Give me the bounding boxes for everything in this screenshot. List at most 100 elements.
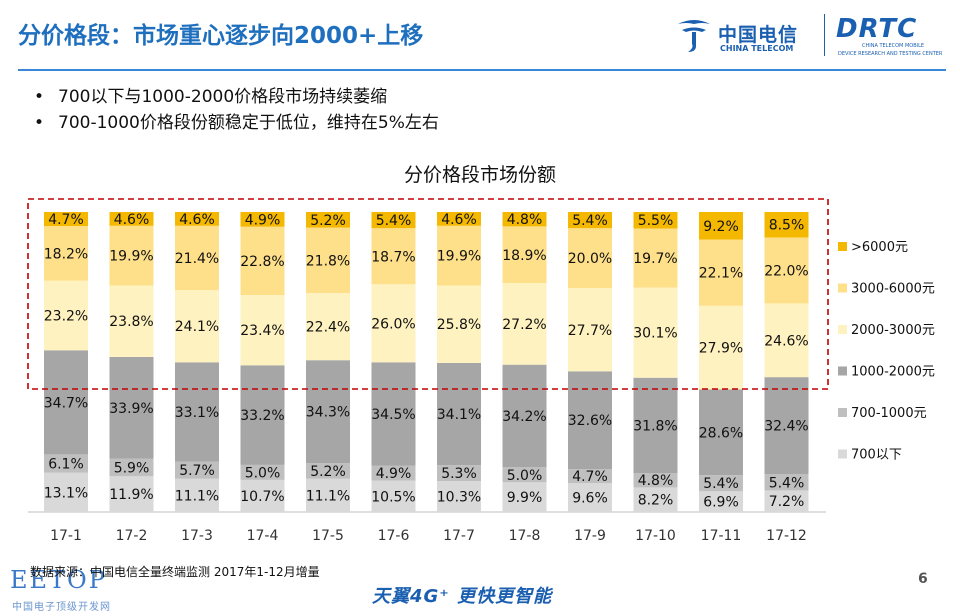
data-label: 5.3% (441, 466, 477, 482)
data-label: 26.0% (371, 316, 415, 332)
bar-segment (44, 212, 88, 227)
page-number: 6 (918, 571, 928, 587)
bar-segment (371, 480, 416, 512)
bar-segment (240, 226, 285, 296)
china-telecom-logo: 中国电信 CHINA TELECOM (672, 10, 812, 62)
bar-segment (764, 303, 809, 378)
data-label: 34.3% (306, 405, 350, 421)
bar-segment (306, 360, 350, 464)
bar-segment (44, 454, 88, 473)
data-label: 23.2% (44, 309, 88, 325)
bar-segment (371, 284, 416, 363)
data-label: 24.1% (175, 319, 219, 335)
data-label: 11.1% (306, 488, 350, 504)
bar-segment (502, 364, 547, 468)
bar-segment (633, 473, 678, 488)
x-tick-label: 17-4 (247, 528, 279, 544)
data-label: 33.2% (240, 408, 284, 424)
data-label: 5.4% (572, 213, 608, 229)
data-label: 11.1% (175, 488, 219, 504)
logo-divider (824, 14, 825, 56)
legend-swatch (838, 242, 847, 251)
data-label: 5.4% (769, 475, 805, 491)
data-label: 5.4% (376, 213, 412, 229)
bar-segment (175, 225, 219, 290)
bar-segment (437, 465, 481, 482)
bar-segment (699, 475, 743, 492)
data-label: 24.6% (764, 333, 808, 349)
bar-segment (240, 479, 285, 512)
bar-segment (568, 288, 612, 372)
data-label: 5.2% (310, 464, 346, 480)
bar-segment (175, 478, 219, 512)
x-tick-label: 17-2 (116, 528, 148, 544)
bar-segment (633, 287, 678, 378)
china-telecom-cn-name: 中国电信 (718, 24, 799, 46)
data-label: 11.9% (109, 487, 153, 503)
bar-segment (240, 295, 285, 366)
bar-segment (502, 212, 547, 227)
bar-segment (633, 487, 678, 512)
data-label: 5.9% (114, 460, 150, 476)
bar-segment (699, 491, 743, 512)
data-label: 6.1% (48, 457, 84, 473)
highlight-box (27, 198, 829, 390)
bar-segment (764, 212, 809, 238)
bar-segment (109, 356, 154, 459)
data-label: 4.7% (48, 212, 84, 228)
bar-segment (44, 350, 88, 455)
data-label: 32.6% (568, 413, 612, 429)
data-label: 4.8% (507, 212, 543, 228)
bar-segment (437, 212, 481, 226)
data-label: 19.9% (437, 249, 481, 265)
data-label: 33.9% (109, 401, 153, 417)
x-tick-label: 17-11 (701, 528, 742, 544)
data-label: 4.6% (114, 212, 150, 228)
data-label: 34.7% (44, 395, 88, 411)
bar-segment (44, 280, 88, 351)
bar-segment (306, 212, 350, 228)
bar-segment (633, 377, 678, 474)
bar-segment (699, 239, 743, 306)
drtc-wordmark: DRTC (836, 14, 918, 44)
data-label: 23.4% (240, 323, 284, 339)
bar-segment (633, 228, 678, 288)
bar-segment (175, 461, 219, 479)
bar-segment (699, 212, 743, 240)
data-label: 4.6% (179, 212, 215, 228)
data-label: 19.7% (633, 251, 677, 267)
bullet-item: 700-1000价格段份额稳定于低位，维持在5%左右 (34, 110, 439, 136)
legend-label: 700-1000元 (851, 406, 927, 421)
bar-segment (568, 469, 612, 484)
legend-label: 2000-3000元 (851, 323, 935, 338)
data-label: 34.5% (371, 407, 415, 423)
legend-swatch (838, 325, 847, 334)
data-label: 4.7% (572, 469, 608, 485)
data-label: 5.0% (507, 468, 543, 484)
footer-slogan: 天翼4G⁺ 更快更智能 (372, 586, 553, 607)
bar-segment (109, 476, 154, 512)
legend-swatch (838, 408, 847, 417)
bar-segment (764, 377, 809, 475)
data-label: 27.2% (502, 317, 546, 333)
data-label: 32.4% (764, 419, 808, 435)
page-title: 分价格段：市场重心逐步向2000+上移 (18, 23, 424, 49)
bullet-item: 700以下与1000-2000价格段市场持续萎缩 (34, 84, 439, 110)
data-label: 9.2% (703, 219, 739, 235)
x-tick-label: 17-1 (50, 528, 82, 544)
data-label: 18.7% (371, 249, 415, 265)
data-label: 5.0% (245, 465, 281, 481)
bar-segment (764, 237, 809, 304)
china-telecom-mark-icon (678, 20, 710, 52)
watermark: EETOP (10, 566, 107, 594)
bar-segment (437, 285, 481, 363)
data-label: 30.1% (633, 326, 677, 342)
data-label: 5.4% (703, 476, 739, 492)
legend-label: >6000元 (851, 240, 908, 255)
bar-segment (764, 490, 809, 512)
x-tick-label: 17-9 (574, 528, 606, 544)
bullet-list: 700以下与1000-2000价格段市场持续萎缩 700-1000价格段份额稳定… (34, 84, 439, 136)
data-label: 20.0% (568, 251, 612, 267)
bar-segment (371, 465, 416, 481)
data-label: 34.2% (502, 409, 546, 425)
